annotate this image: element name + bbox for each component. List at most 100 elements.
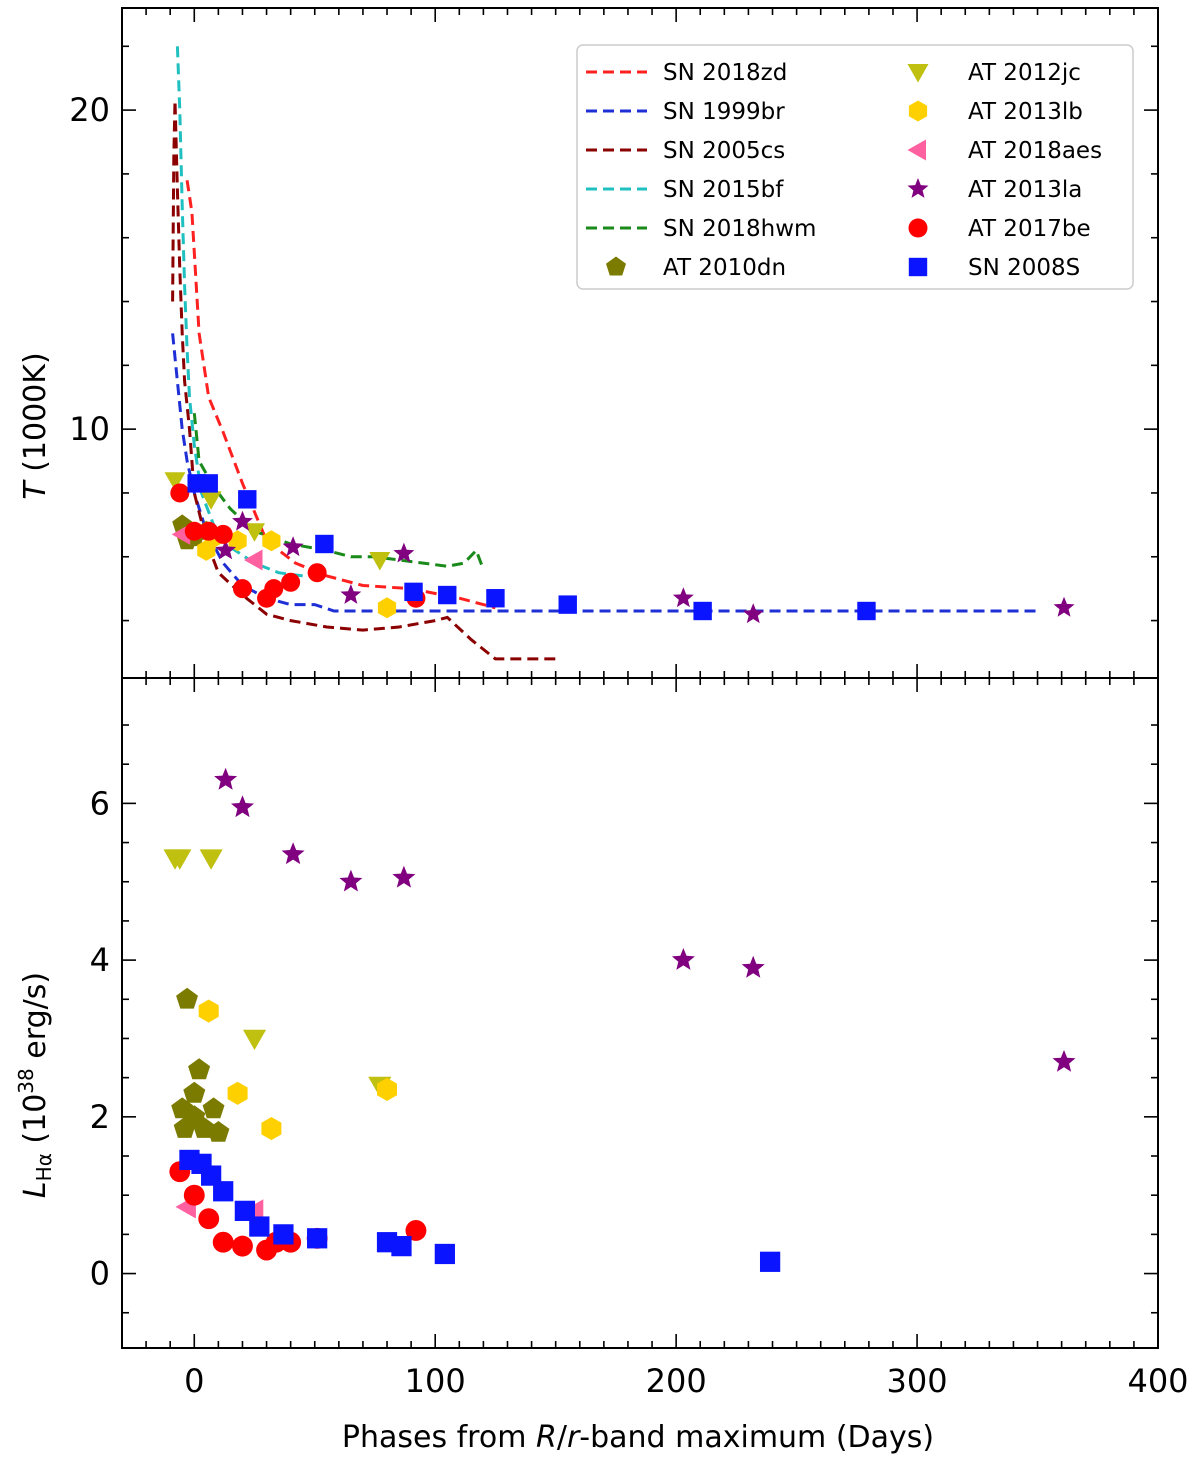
- bottom-data-points: [163, 767, 1076, 1272]
- line-sn-1999br: [171, 333, 1038, 613]
- xlabel-prefix: Phases from: [342, 1420, 536, 1455]
- top-axis-ticks: 10 20: [69, 8, 1159, 678]
- bottom-plot-frame: [121, 677, 1159, 1349]
- legend-marker: [907, 64, 929, 83]
- point-at-2013la: [232, 510, 253, 531]
- series-at-2012jc: [164, 472, 391, 571]
- point-sn-2008s: [213, 1181, 234, 1202]
- legend-label: SN 2015bf: [663, 177, 784, 203]
- bottom-axis-ticks: 0 100 200 300 400 0 2 4 6: [90, 678, 1189, 1400]
- point-at-2018aes: [244, 549, 263, 571]
- legend-label: SN 2008S: [968, 255, 1080, 281]
- bottom-ylabel-unit-prefix: (10: [18, 1094, 53, 1144]
- point-at-2013lb: [377, 1077, 397, 1101]
- point-at-2017be: [213, 524, 233, 544]
- legend-label: AT 2010dn: [663, 255, 786, 281]
- legend-item-sn-2018hwm: SN 2018hwm: [586, 216, 816, 242]
- x-axis-label: Phases from R/r-band maximum (Days): [342, 1420, 934, 1455]
- point-at-2013la: [281, 842, 305, 865]
- point-at-2017be: [170, 483, 190, 503]
- point-at-2017be: [198, 1208, 220, 1230]
- bottom-ylabel-subscript: Hα: [32, 1153, 56, 1181]
- top-ylabel-unit: (1000K): [18, 352, 53, 471]
- point-at-2013lb: [262, 530, 281, 552]
- legend-label: AT 2012jc: [968, 60, 1081, 86]
- legend-label: SN 1999br: [663, 99, 785, 125]
- point-at-2013la: [392, 865, 416, 888]
- x-tick-label: 100: [405, 1362, 466, 1400]
- point-sn-2008s: [234, 1200, 255, 1221]
- point-at-2013lb: [377, 597, 397, 619]
- bottom-y-tick-label: 4: [90, 941, 110, 979]
- point-at-2013lb: [228, 530, 247, 552]
- point-at-2017be: [184, 521, 204, 541]
- point-at-2013la: [231, 795, 254, 818]
- point-at-2013la: [214, 767, 238, 790]
- xlabel-R: R: [536, 1420, 557, 1455]
- xlabel-suffix: -band maximum (Days): [579, 1420, 934, 1455]
- bottom-y-tick-label: 0: [90, 1255, 110, 1293]
- point-at-2017be: [281, 572, 301, 592]
- legend: SN 2018zd SN 1999br SN 2005cs SN 2015bf SN 2…: [576, 44, 1134, 290]
- x-tick-label: 0: [184, 1362, 204, 1400]
- point-sn-2008s: [391, 1236, 412, 1257]
- bottom-ylabel-symbol: L: [18, 1181, 53, 1198]
- point-at-2010dn: [202, 1097, 225, 1119]
- top-y-tick-label: 20: [69, 91, 110, 129]
- point-at-2013la: [1053, 596, 1075, 617]
- point-at-2013la: [742, 603, 764, 624]
- legend-box: [576, 44, 1134, 290]
- legend-label: AT 2013la: [968, 177, 1082, 203]
- line-sn-2005cs: [171, 100, 556, 661]
- point-at-2013la: [339, 869, 363, 892]
- legend-label: SN 2018hwm: [663, 216, 816, 242]
- point-at-2012jc: [244, 523, 265, 542]
- bottom-ylabel-unit-exponent: 38: [14, 1068, 38, 1093]
- series-at-2013lb: [198, 999, 397, 1141]
- point-at-2017be: [307, 563, 327, 583]
- point-sn-2008s: [238, 490, 257, 509]
- point-at-2010dn: [183, 1081, 206, 1103]
- point-at-2017be: [232, 579, 252, 599]
- point-sn-2008s: [486, 589, 505, 608]
- series-at-2013la: [214, 767, 1076, 1072]
- series-sn-2008s: [187, 474, 876, 621]
- point-at-2012jc: [199, 849, 223, 870]
- xlabel-slash: /: [557, 1420, 568, 1455]
- bottom-y-axis-label: LHα (1038 erg/s): [14, 972, 56, 1198]
- x-tick-label: 200: [646, 1362, 707, 1400]
- legend-item-at-2012jc: AT 2012jc: [907, 60, 1081, 86]
- legend-item-at-2018aes: AT 2018aes: [907, 138, 1102, 164]
- point-at-2010dn: [176, 987, 198, 1009]
- point-at-2017be: [405, 1220, 427, 1241]
- point-at-2013la: [671, 948, 695, 970]
- point-at-2013lb: [261, 1117, 282, 1141]
- bottom-y-tick-label: 6: [90, 784, 110, 822]
- legend-item-at-2013lb: AT 2013lb: [908, 99, 1083, 125]
- point-at-2017be: [199, 521, 219, 541]
- top-y-axis-label: T (1000K): [18, 352, 53, 499]
- series-sn-2008s: [179, 1149, 781, 1272]
- bottom-y-tick-label: 2: [90, 1098, 110, 1136]
- line-sn-2015bf: [175, 46, 303, 578]
- point-at-2017be: [264, 579, 284, 599]
- point-at-2013la: [393, 542, 415, 563]
- point-at-2012jc: [243, 1029, 267, 1050]
- point-sn-2008s: [404, 582, 423, 602]
- top-y-tick-label: 10: [69, 410, 110, 448]
- point-sn-2008s: [315, 534, 334, 554]
- point-sn-2008s: [438, 585, 457, 605]
- legend-marker: [908, 257, 928, 277]
- top-ylabel-symbol: T: [18, 479, 53, 500]
- point-at-2013la: [1052, 1049, 1076, 1072]
- legend-item-sn-1999br: SN 1999br: [586, 99, 785, 125]
- point-at-2013la: [340, 584, 362, 604]
- legend-item-sn-2015bf: SN 2015bf: [586, 177, 784, 203]
- point-at-2017be: [212, 1231, 234, 1253]
- point-sn-2008s: [199, 474, 218, 493]
- legend-item-at-2013la: AT 2013la: [907, 177, 1082, 203]
- point-sn-2008s: [759, 1251, 781, 1272]
- point-at-2012jc: [168, 849, 192, 870]
